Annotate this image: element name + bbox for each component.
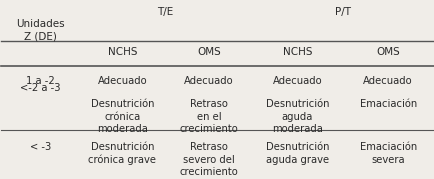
Text: Retraso
en el
crecimiento: Retraso en el crecimiento xyxy=(179,99,238,134)
Text: Adecuado: Adecuado xyxy=(97,76,147,86)
Text: T/E: T/E xyxy=(157,7,173,17)
Text: Adecuado: Adecuado xyxy=(362,76,412,86)
Text: Emaciación
severa: Emaciación severa xyxy=(359,142,416,165)
Text: Desnutrición
aguda
moderada: Desnutrición aguda moderada xyxy=(265,99,329,134)
Text: Adecuado: Adecuado xyxy=(272,76,322,86)
Text: Retraso
severo del
crecimiento: Retraso severo del crecimiento xyxy=(179,142,238,177)
Text: 1 a -2: 1 a -2 xyxy=(26,76,55,86)
Text: < -3: < -3 xyxy=(30,142,51,152)
Text: Desnutrición
aguda grave: Desnutrición aguda grave xyxy=(265,142,329,165)
Text: Emaciación: Emaciación xyxy=(359,99,416,109)
Text: OMS: OMS xyxy=(375,47,399,57)
Text: <-2 a -3: <-2 a -3 xyxy=(20,83,60,93)
Text: Unidades
Z (DE): Unidades Z (DE) xyxy=(16,19,65,42)
Text: OMS: OMS xyxy=(197,47,220,57)
Text: Adecuado: Adecuado xyxy=(184,76,233,86)
Text: P/T: P/T xyxy=(334,7,350,17)
Text: Desnutrición
crónica
moderada: Desnutrición crónica moderada xyxy=(90,99,154,134)
Text: NCHS: NCHS xyxy=(107,47,137,57)
Text: NCHS: NCHS xyxy=(282,47,312,57)
Text: Desnutrición
crónica grave: Desnutrición crónica grave xyxy=(88,142,156,165)
